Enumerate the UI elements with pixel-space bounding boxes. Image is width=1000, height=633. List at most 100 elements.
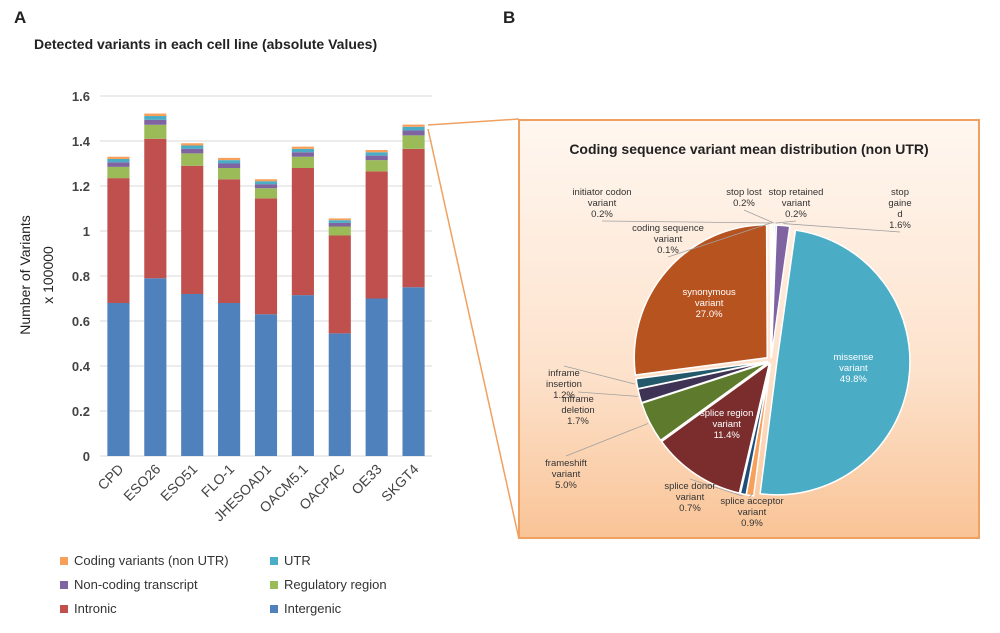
- pie-slice-stop-gained: [770, 224, 791, 359]
- bar-segment-intronic: [144, 138, 167, 279]
- y-axis-label-line2: x 100000: [40, 246, 56, 304]
- leader-line: [689, 478, 743, 497]
- bar-segment-utr: [218, 160, 241, 164]
- x-tick-label: ESO51: [157, 461, 200, 504]
- pie-label: 0.2%: [733, 198, 755, 209]
- leader-line: [743, 209, 774, 224]
- y-tick-label: 1.2: [72, 179, 90, 194]
- bar-segment-regulatory-region: [218, 168, 241, 180]
- bar-segment-utr: [365, 152, 388, 156]
- legend-label: Intergenic: [284, 601, 342, 616]
- bar-segment-coding-variants-non-utr-: [291, 146, 314, 149]
- bar-segment-coding-variants-non-utr-: [328, 218, 351, 221]
- pie-label: deletion: [561, 405, 594, 416]
- bar-segment-intronic: [365, 171, 388, 299]
- bar-segment-intronic: [107, 178, 130, 303]
- pie-slice-inframe-insertion: [635, 360, 769, 390]
- pie-label: 1.2%: [553, 390, 575, 401]
- bar-segment-intergenic: [328, 333, 351, 456]
- y-tick-label: 0: [83, 449, 90, 464]
- legend-item: Coding variants (non UTR): [60, 553, 229, 568]
- bar-segment-utr: [291, 148, 314, 153]
- y-tick-label: 1.4: [72, 134, 91, 149]
- pie-label: variant: [676, 492, 705, 503]
- pie-label: 11.4%: [714, 430, 741, 441]
- bar-segment-non-coding-transcript: [291, 152, 314, 157]
- bar-segment-coding-variants-non-utr-: [365, 150, 388, 153]
- pie-label: 0.2%: [785, 209, 807, 220]
- pie-chart-title: Coding sequence variant mean distributio…: [569, 141, 929, 157]
- pie-label: inframe: [562, 394, 594, 405]
- x-tick-label: SKGT4: [378, 461, 422, 505]
- y-tick-label: 1.6: [72, 89, 90, 104]
- pie-label: variant: [712, 419, 741, 430]
- leader-line: [667, 222, 771, 258]
- bar-segment-non-coding-transcript: [328, 222, 351, 227]
- pie-label: splice acceptor: [720, 496, 783, 507]
- bar-marks: [107, 113, 425, 456]
- pie-label: d: [897, 209, 902, 220]
- legend-item: Intergenic: [270, 601, 341, 616]
- bar-segment-coding-variants-non-utr-: [181, 143, 204, 146]
- leader-line: [601, 220, 773, 224]
- pie-label: synonymous: [682, 287, 736, 298]
- pie-label: initiator codon: [572, 187, 631, 198]
- pie-label: stop retained: [769, 187, 824, 198]
- bar-segment-coding-variants-non-utr-: [144, 113, 167, 117]
- pie-label: insertion: [546, 379, 582, 390]
- pie-label: splice donor: [664, 481, 715, 492]
- bar-segment-coding-variants-non-utr-: [254, 179, 278, 182]
- y-axis-ticks: 0 0.2 0.4 0.6 0.8 1 1.2 1.4 1.6: [72, 89, 91, 464]
- bar-segment-utr: [328, 220, 351, 223]
- pie-label: 27.0%: [696, 309, 723, 320]
- legend-item: UTR: [270, 553, 311, 568]
- pie-label: 0.1%: [657, 245, 679, 256]
- bar-chart-title: Detected variants in each cell line (abs…: [34, 36, 378, 52]
- bar-segment-regulatory-region: [291, 156, 314, 168]
- bar-segment-intergenic: [181, 294, 204, 456]
- bar-segment-intergenic: [218, 303, 241, 456]
- legend-swatch: [270, 580, 278, 589]
- bar-segment-intronic: [254, 198, 278, 315]
- bar-segment-non-coding-transcript: [402, 130, 425, 136]
- pie-label: variant: [695, 298, 724, 309]
- bar-segment-regulatory-region: [181, 153, 204, 166]
- bar-segment-coding-variants-non-utr-: [107, 156, 130, 159]
- bar-segment-non-coding-transcript: [107, 162, 130, 167]
- bar-segment-utr: [144, 116, 167, 120]
- pie-slice-splice-donor-variant: [739, 363, 772, 496]
- legend-swatch: [60, 580, 68, 589]
- bar-segment-non-coding-transcript: [218, 163, 241, 168]
- bar-segment-intergenic: [291, 295, 314, 456]
- leader-line: [565, 423, 649, 457]
- bar-segment-regulatory-region: [402, 135, 425, 149]
- pie-label: variant: [738, 507, 767, 518]
- pie-slice-missense-variant: [759, 229, 911, 496]
- pie-label: 1.6%: [889, 220, 911, 231]
- pie-slice-synonymous-variant: [633, 223, 768, 376]
- pie-label: 0.9%: [741, 518, 763, 529]
- leader-line: [577, 391, 638, 397]
- legend-swatch: [270, 556, 278, 565]
- pie-panel: Coding sequence variant mean distributio…: [518, 119, 980, 539]
- pie-label: variant: [782, 198, 811, 209]
- x-tick-label: ESO26: [120, 461, 163, 504]
- pie-label: variant: [654, 234, 683, 245]
- bar-segment-intronic: [291, 168, 314, 296]
- bar-segment-intronic: [328, 235, 351, 334]
- bar-segment-intronic: [402, 148, 425, 288]
- pie-label: variant: [552, 469, 581, 480]
- pie-label: coding sequence: [632, 223, 704, 234]
- pie-label: inframe: [548, 368, 580, 379]
- pie-label: variant: [839, 363, 868, 374]
- pie-slices: [633, 223, 911, 497]
- legend-swatch: [60, 556, 68, 565]
- legend-label: UTR: [284, 553, 311, 568]
- bar-segment-intergenic: [144, 278, 167, 456]
- x-tick-label: CPD: [94, 461, 126, 493]
- bar-segment-utr: [254, 181, 278, 185]
- pie-label: 49.8%: [840, 374, 867, 385]
- bar-segment-coding-variants-non-utr-: [218, 157, 241, 161]
